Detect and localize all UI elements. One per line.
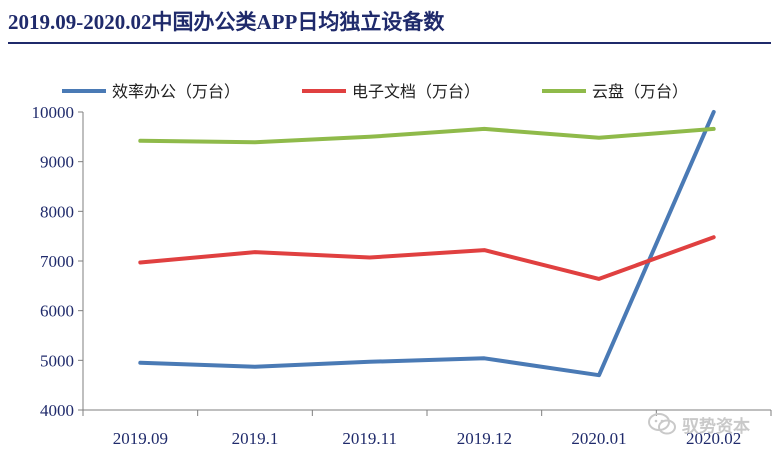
y-tick-label: 9000 <box>40 153 74 172</box>
chart-axes: 4000 5000 6000 7000 8000 9000 10000 2019.09 2019… <box>32 103 772 448</box>
y-tick-label: 5000 <box>40 351 74 370</box>
y-tick-label: 7000 <box>40 252 74 271</box>
legend-label: 电子文档（万台） <box>352 82 480 101</box>
title-underline <box>8 42 771 44</box>
x-tick-label: 2019.1 <box>232 429 279 448</box>
chart-plot-area <box>138 110 716 378</box>
x-tick-label: 2019.09 <box>113 429 168 448</box>
x-tick-label: 2020.01 <box>571 429 626 448</box>
y-tick-label: 8000 <box>40 202 74 221</box>
y-tick-label: 4000 <box>40 401 74 420</box>
legend-label: 效率办公（万台） <box>112 82 240 101</box>
chart-title: 2019.09-2020.02中国办公类APP日均独立设备数 <box>8 10 445 34</box>
x-tick-label: 2019.11 <box>342 429 397 448</box>
legend-label: 云盘（万台） <box>592 82 688 101</box>
series-line-1 <box>138 110 716 378</box>
series-line-3 <box>138 126 716 145</box>
watermark: 驭势资本 <box>648 404 773 444</box>
watermark-text: 驭势资本 <box>682 416 750 437</box>
wechat-icon <box>648 413 676 435</box>
y-tick-label: 6000 <box>40 302 74 321</box>
x-tick-label: 2020.02 <box>686 429 741 448</box>
y-tick-label: 10000 <box>32 103 75 122</box>
x-tick-label: 2019.12 <box>457 429 512 448</box>
series-line-2 <box>138 235 716 281</box>
chart-legend: 效率办公（万台） 电子文档（万台） 云盘（万台） <box>62 82 688 101</box>
